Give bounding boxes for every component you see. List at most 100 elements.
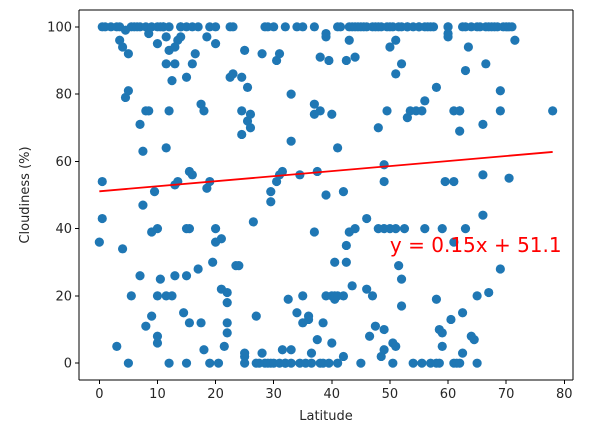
data-point (219, 341, 229, 351)
data-point (161, 143, 171, 153)
scatter-points (94, 22, 558, 368)
data-point (394, 261, 404, 271)
data-point (187, 59, 197, 69)
data-point (210, 224, 221, 234)
data-point (149, 187, 160, 197)
data-point (164, 358, 174, 368)
data-point (152, 331, 163, 341)
data-point (176, 32, 186, 42)
data-point (399, 224, 410, 234)
x-tick-label: 0 (95, 387, 103, 402)
data-point (167, 76, 177, 86)
data-point (210, 22, 221, 32)
data-point (251, 311, 261, 321)
data-point (463, 42, 473, 52)
data-point (117, 42, 128, 52)
data-point (434, 358, 444, 368)
data-point (417, 106, 427, 116)
x-tick-label: 40 (324, 387, 341, 402)
data-point (161, 59, 171, 69)
y-axis-label: Cloudiness (%) (18, 146, 33, 243)
data-point (144, 106, 154, 116)
data-point (362, 213, 372, 224)
data-point (495, 106, 505, 116)
data-point (335, 22, 346, 32)
data-point (202, 32, 212, 42)
axis-ticks: 0 10 20 30 40 50 60 70 80 0 20 40 60 80 100 (47, 20, 572, 402)
x-tick-label: 30 (265, 387, 282, 402)
data-point (298, 291, 308, 301)
data-point (141, 321, 151, 331)
data-point (161, 32, 171, 42)
data-point (269, 22, 279, 32)
data-point (234, 261, 244, 271)
data-point (240, 358, 250, 368)
data-point (135, 119, 145, 129)
data-point (216, 234, 226, 244)
regression-equation-label: y = 0.15x + 51.1 (390, 233, 562, 257)
data-point (347, 281, 357, 291)
y-tick-label: 0 (64, 357, 72, 372)
data-point (431, 82, 442, 92)
data-point (385, 42, 395, 52)
data-point (495, 264, 505, 274)
data-point (306, 348, 317, 358)
data-point (155, 274, 165, 284)
data-point (321, 28, 331, 39)
data-point (286, 89, 296, 99)
data-point (266, 187, 276, 197)
data-point (443, 28, 453, 39)
y-tick-label: 20 (55, 289, 72, 304)
data-point (350, 52, 360, 62)
regression-line (99, 151, 553, 193)
data-point (135, 271, 145, 281)
data-point (190, 49, 200, 59)
data-point (379, 345, 389, 355)
y-tick-label: 60 (55, 155, 72, 170)
data-point (240, 348, 250, 358)
axes (78, 9, 574, 381)
data-point (472, 291, 482, 301)
data-point (341, 257, 351, 267)
data-point (362, 284, 372, 294)
data-point (327, 338, 337, 348)
data-point (117, 244, 128, 254)
data-point (507, 22, 517, 32)
data-point (196, 318, 206, 328)
data-point (367, 291, 378, 301)
data-point (472, 358, 482, 368)
data-point (446, 314, 456, 325)
data-point (237, 72, 247, 82)
data-point (123, 49, 133, 59)
data-point (510, 35, 520, 45)
data-point (164, 106, 174, 116)
data-point (213, 358, 224, 368)
y-tick-label: 100 (47, 20, 72, 35)
data-point (481, 59, 491, 69)
data-point (437, 224, 447, 234)
data-point (123, 358, 133, 368)
data-point (338, 351, 349, 362)
data-point (420, 224, 430, 234)
regression-layer (99, 151, 553, 193)
data-point (330, 257, 340, 267)
data-point (440, 176, 450, 187)
data-point (309, 99, 319, 109)
data-point (208, 257, 218, 267)
data-point (274, 49, 285, 59)
data-point (222, 287, 232, 298)
data-point (283, 294, 293, 304)
data-point (257, 49, 267, 59)
data-point (318, 318, 328, 328)
data-point (181, 72, 192, 82)
data-point (341, 55, 351, 66)
data-point (303, 311, 314, 321)
data-point (309, 22, 319, 32)
data-point (484, 287, 494, 298)
data-point (457, 308, 468, 318)
data-point (548, 106, 558, 116)
data-point (420, 96, 430, 106)
data-point (187, 170, 197, 180)
data-point (478, 210, 488, 220)
